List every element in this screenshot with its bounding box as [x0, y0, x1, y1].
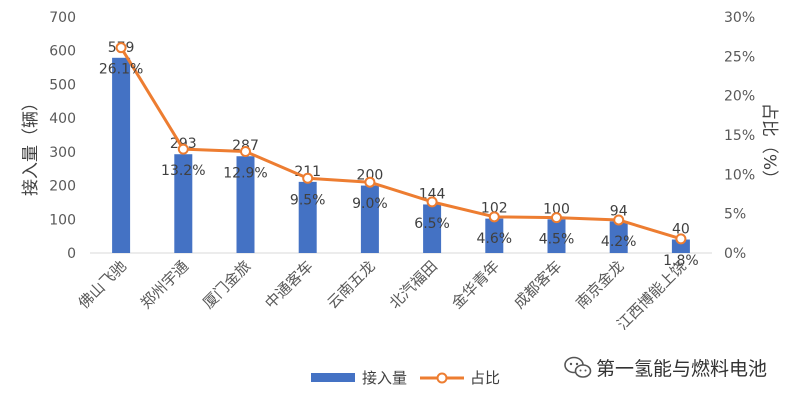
- x-axis-labels: 佛山飞驰 郑州宇通 厦门金旅 中通客车 云南五龙 北汽福田 金华青年 成都客车 南京金龙江西博能…: [75, 257, 690, 333]
- left-y-axis: 0 100 200 300 400 500 600 700: [49, 10, 76, 262]
- share-point: [177, 143, 189, 155]
- y-tick-label: 700: [49, 10, 76, 26]
- category-label: 佛山飞驰: [75, 257, 130, 312]
- y-tick-label: 400: [49, 111, 76, 127]
- share-value-label: 9.0%: [352, 196, 388, 212]
- y-axis-title: 接入量（辆）: [21, 94, 41, 196]
- share-point: [302, 172, 314, 184]
- share-line: [119, 46, 682, 241]
- share-value-label: 1.8%: [663, 253, 699, 269]
- y2-tick-label: 10%: [724, 167, 755, 183]
- category-label: 云南五龙: [324, 257, 379, 312]
- y-tick-label: 200: [49, 179, 76, 195]
- bar: [360, 185, 379, 253]
- bar-value-label: 102: [481, 201, 508, 217]
- category-label: 南京金龙: [572, 257, 627, 312]
- y2-axis-title: 占比（%）: [759, 103, 779, 187]
- bar: [236, 156, 255, 253]
- category-label: 成都客车: [510, 257, 565, 312]
- legend-bar-label: 接入量: [362, 369, 407, 387]
- legend-line-label: 占比: [470, 369, 500, 387]
- share-value-label: 12.9%: [223, 166, 267, 182]
- bar: [485, 218, 504, 253]
- category-label: 厦门金旅: [199, 257, 254, 312]
- share-point: [551, 212, 562, 224]
- y-tick-label: 300: [49, 145, 76, 161]
- bar-value-label: 94: [610, 203, 628, 219]
- legend-line-marker: [436, 372, 448, 384]
- y2-tick-label: 0%: [724, 246, 746, 262]
- bar: [298, 181, 317, 253]
- category-label: 郑州宇通: [137, 257, 192, 312]
- wechat-icon: [564, 356, 592, 378]
- bar: [174, 154, 193, 253]
- legend-bar-swatch: [311, 373, 355, 382]
- y-tick-label: 500: [49, 77, 76, 93]
- y2-tick-label: 5%: [724, 207, 746, 223]
- share-value-label: 6.5%: [414, 216, 450, 232]
- y2-tick-label: 25%: [724, 49, 755, 65]
- bar-value-label: 40: [672, 222, 690, 238]
- category-label: 中通客车: [261, 257, 316, 312]
- bar: [609, 221, 628, 253]
- bar: [112, 57, 131, 254]
- share-point: [240, 146, 251, 158]
- share-value-label: 4.5%: [539, 232, 575, 248]
- share-point: [613, 214, 625, 226]
- share-value-label: 9.5%: [290, 192, 326, 208]
- bar: [547, 219, 566, 253]
- category-label: 金华青年: [448, 257, 503, 312]
- share-value-label: 26.1%: [99, 62, 143, 78]
- share-point: [488, 211, 500, 223]
- share-value-label: 4.2%: [601, 234, 637, 250]
- y-tick-label: 0: [67, 246, 76, 262]
- legend: 接入量 占比: [311, 369, 500, 387]
- share-value-label: 4.6%: [477, 231, 513, 247]
- bar-value-label: 200: [357, 168, 384, 184]
- line-series: 26.1% 13.2% 12.9% 9.5% 9.0% 6.5% 4.6% 4.5% 4.2% 1…: [99, 42, 699, 269]
- share-point: [426, 196, 438, 208]
- category-label: 北汽福田: [386, 257, 441, 312]
- watermark: 第一氢能与燃料电池: [564, 356, 767, 380]
- y2-tick-label: 20%: [724, 89, 755, 105]
- share-value-label: 13.2%: [161, 163, 205, 179]
- y2-tick-label: 15%: [724, 128, 755, 144]
- bar: [671, 239, 690, 253]
- watermark-text: 第一氢能与燃料电池: [596, 358, 767, 380]
- bar: [423, 204, 442, 253]
- share-point: [364, 176, 376, 188]
- right-y-axis: 0% 5% 10% 15% 20% 25% 30%: [724, 10, 755, 262]
- y-tick-label: 600: [49, 44, 76, 60]
- y2-tick-label: 30%: [724, 10, 755, 26]
- bar-value-label: 100: [543, 201, 570, 217]
- y-tick-label: 100: [49, 212, 76, 228]
- share-point: [115, 42, 127, 54]
- share-point: [675, 233, 687, 245]
